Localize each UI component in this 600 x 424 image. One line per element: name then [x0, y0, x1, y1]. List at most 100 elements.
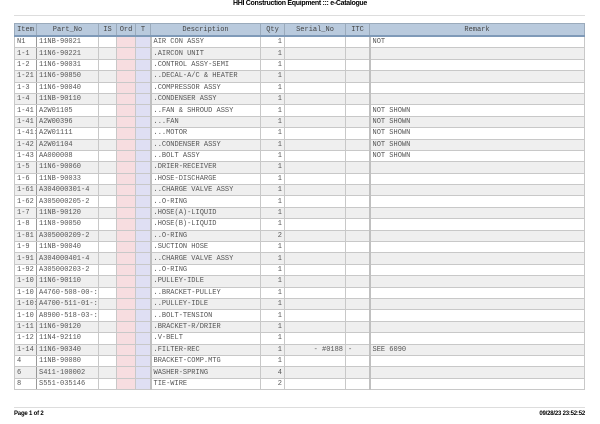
cell-itc: [345, 172, 370, 186]
col-itc: ITC: [345, 23, 370, 37]
table-row[interactable]: 1-5 11N6-90060 .DRIER-RECEIVER 1: [14, 161, 585, 174]
table-row[interactable]: 1-21 11N6-90850 ..DECAL-A/C & HEATER 1: [14, 70, 585, 83]
cell-desc: TIE-WIRE: [149, 377, 261, 391]
cell-t: [135, 309, 151, 322]
cell-t: [135, 354, 151, 368]
cell-part: A305000203-2: [36, 263, 99, 277]
cell-itc: [345, 127, 370, 140]
cell-part: A2W00396: [36, 115, 99, 129]
table-row[interactable]: 1-6 11NB-90033 .HOSE-DISCHARGE 1: [14, 172, 585, 186]
cell-qty: 1: [260, 138, 285, 151]
cell-desc: ..BOLT-TENSION: [149, 309, 261, 322]
cell-part: 11N6-90031: [36, 58, 99, 72]
table-row[interactable]: 1-92 A305000203-2 ..O-RING 1: [14, 263, 585, 277]
cell-t: [135, 104, 151, 117]
table-row[interactable]: 6 S411-100002 WASHER-SPRING 4: [14, 366, 585, 379]
cell-serial: [284, 70, 346, 83]
table-row[interactable]: 8 S551-035146 TIE-WIRE 2: [14, 377, 585, 391]
cell-item: 1-6: [14, 172, 37, 186]
cell-item: 1-2: [14, 58, 37, 72]
cell-ord: [116, 58, 136, 72]
cell-t: [135, 263, 151, 277]
table-row[interactable]: 1-1 11N6-90221 .AIRCON UNIT 1: [14, 47, 585, 60]
cell-is: [98, 252, 117, 265]
cell-qty: 1: [260, 297, 285, 311]
cell-qty: 1: [260, 195, 285, 208]
table-row[interactable]: 1-8 11N8-90050 .HOSE(B)-LIQUID 1: [14, 218, 585, 231]
cell-part: 11NB-90080: [36, 354, 99, 368]
table-row[interactable]: 1-3 11N6-90040 .COMPRESSOR ASSY 1: [14, 81, 585, 94]
table-row[interactable]: 1-61 A304000301-4 ..CHARGE VALVE ASSY 1: [14, 184, 585, 197]
cell-desc: ..FAN & SHROUD ASSY: [149, 104, 261, 117]
cell-desc: ..PULLEY-IDLE: [149, 297, 261, 311]
table-row[interactable]: 1-14 11N6-90340 .FILTER-REC 1- #0188- SEE 60…: [14, 343, 585, 356]
cell-ord: [116, 104, 136, 117]
cell-is: [98, 104, 117, 117]
cell-remark: NOT: [368, 35, 585, 49]
cell-desc: .PULLEY-IDLE: [149, 275, 261, 288]
cell-is: [98, 127, 117, 140]
cell-ord: [116, 172, 136, 186]
cell-qty: 1: [260, 332, 285, 345]
cell-itc: [345, 138, 370, 151]
cell-is: [98, 377, 117, 391]
cell-itc: [345, 275, 370, 288]
cell-t: [135, 332, 151, 345]
cell-item: 6: [14, 366, 37, 379]
cell-remark: [368, 263, 585, 277]
cell-ord: [116, 92, 136, 106]
table-row[interactable]: 1-41 A2W01105 ..FAN & SHROUD ASSY 1 NOT SHOW…: [14, 104, 585, 117]
cell-t: [135, 366, 151, 379]
cell-remark: [368, 354, 585, 368]
cell-is: [98, 241, 117, 254]
cell-ord: [116, 332, 136, 345]
cell-is: [98, 218, 117, 231]
table-row[interactable]: 1-41: A2W01111 ...MOTOR 1 NOT SHOWN: [14, 127, 585, 140]
cell-ord: [116, 241, 136, 254]
table-row[interactable]: 1-42 A2W01104 ..CONDENSER ASSY 1 NOT SHOWN: [14, 138, 585, 151]
table-row[interactable]: 1-10 A4760-508-00-: ..BRACKET-PULLEY 1: [14, 286, 585, 300]
cell-remark: [368, 286, 585, 300]
cell-qty: 1: [260, 184, 285, 197]
table-row[interactable]: 1-11 11N6-90120 .BRACKET-R/DRIER 1: [14, 320, 585, 334]
cell-ord: [116, 252, 136, 265]
table-row[interactable]: 1-10 A8900-518-03-: ..BOLT-TENSION 1: [14, 309, 585, 322]
cell-item: 1-8: [14, 218, 37, 231]
cell-itc: [345, 92, 370, 106]
table-row[interactable]: 1-10 11N6-90110 .PULLEY-IDLE 1: [14, 275, 585, 288]
table-row[interactable]: 1-41 A2W00396 ...FAN 1 NOT SHOWN: [14, 115, 585, 129]
table-row[interactable]: 1-12 11N4-92110 .V-BELT 1: [14, 332, 585, 345]
table-row[interactable]: 1-7 11NB-90120 .HOSE(A)-LIQUID 1: [14, 206, 585, 220]
cell-is: [98, 320, 117, 334]
cell-ord: [116, 343, 136, 356]
cell-itc: [345, 184, 370, 197]
cell-part: 11N8-90050: [36, 218, 99, 231]
cell-is: [98, 81, 117, 94]
table-row[interactable]: 1-62 A305000205-2 ..O-RING 1: [14, 195, 585, 208]
table-row[interactable]: 1-4 11NB-90110 .CONDENSER ASSY 1: [14, 92, 585, 106]
table-row[interactable]: 1-2 11N6-90031 .CONTROL ASSY-SEMI 1: [14, 58, 585, 72]
cell-t: [135, 35, 151, 49]
top-divider: [14, 15, 585, 16]
table-row[interactable]: 4 11NB-90080 BRACKET-COMP.MTG 1: [14, 354, 585, 368]
cell-ord: [116, 149, 136, 163]
cell-itc: [345, 252, 370, 265]
cell-desc: .HOSE(A)-LIQUID: [149, 206, 261, 220]
cell-remark: [368, 320, 585, 334]
cell-is: [98, 35, 117, 49]
cell-itc: -: [345, 343, 370, 356]
cell-part: 11NB-90040: [36, 241, 99, 254]
table-row[interactable]: 1-10: A4700-511-01-: ..PULLEY-IDLE 1: [14, 297, 585, 311]
cell-serial: [284, 115, 346, 129]
cell-ord: [116, 354, 136, 368]
cell-desc: ..BOLT ASSY: [149, 149, 261, 163]
table-row[interactable]: N1 11NB-90021 AIR CON ASSY 1 NOT: [14, 35, 585, 49]
table-row[interactable]: 1-91 A304000401-4 ..CHARGE VALVE ASSY 1: [14, 252, 585, 265]
cell-part: A8900-518-03-:: [36, 309, 99, 322]
table-row[interactable]: 1-81 A305000209-2 ..O-RING 2: [14, 229, 585, 243]
table-row[interactable]: 1-43 AA000008 ..BOLT ASSY 1 NOT SHOWN: [14, 149, 585, 163]
cell-serial: [284, 104, 346, 117]
cell-is: [98, 115, 117, 129]
cell-qty: 1: [260, 286, 285, 300]
table-row[interactable]: 1-9 11NB-90040 .SUCTION HOSE 1: [14, 241, 585, 254]
